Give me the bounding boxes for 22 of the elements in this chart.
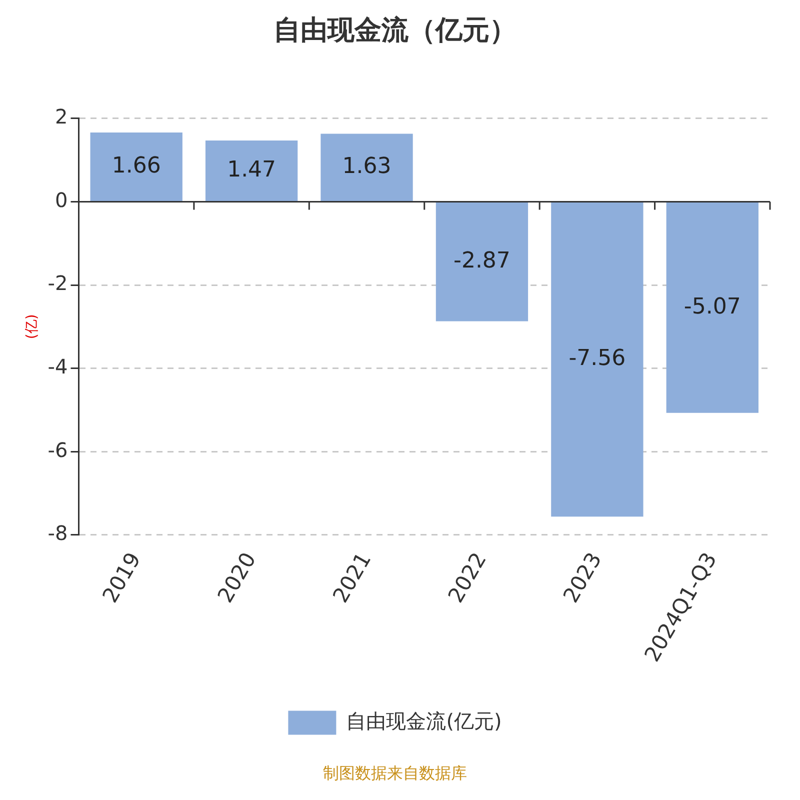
bar bbox=[551, 202, 644, 517]
y-tick-label: -6 bbox=[48, 438, 68, 462]
text: 制图数据来自数据库 bbox=[323, 764, 467, 783]
y-tick-label: 2 bbox=[55, 104, 68, 129]
data-label: -5.07 bbox=[684, 294, 741, 320]
y-tick-label: -8 bbox=[48, 521, 68, 546]
bar bbox=[90, 132, 182, 201]
data-label: 1.63 bbox=[342, 154, 392, 180]
data-label: 1.66 bbox=[112, 153, 161, 178]
data-label: 1.47 bbox=[227, 157, 276, 182]
data-label: -2.87 bbox=[454, 248, 510, 274]
y-axis-title: (亿) bbox=[24, 314, 40, 340]
chart-title: 自由现金流（亿元） bbox=[274, 15, 516, 46]
bar bbox=[320, 134, 413, 201]
legend-label: 自由现金流(亿元) bbox=[346, 709, 502, 734]
bar bbox=[666, 202, 758, 413]
data-label: -7.56 bbox=[568, 346, 626, 372]
bar bbox=[205, 140, 298, 201]
y-tick-label: -2 bbox=[48, 271, 68, 296]
bar bbox=[436, 202, 528, 322]
y-tick-label: 0 bbox=[55, 188, 68, 212]
y-tick-label: -4 bbox=[48, 354, 68, 379]
